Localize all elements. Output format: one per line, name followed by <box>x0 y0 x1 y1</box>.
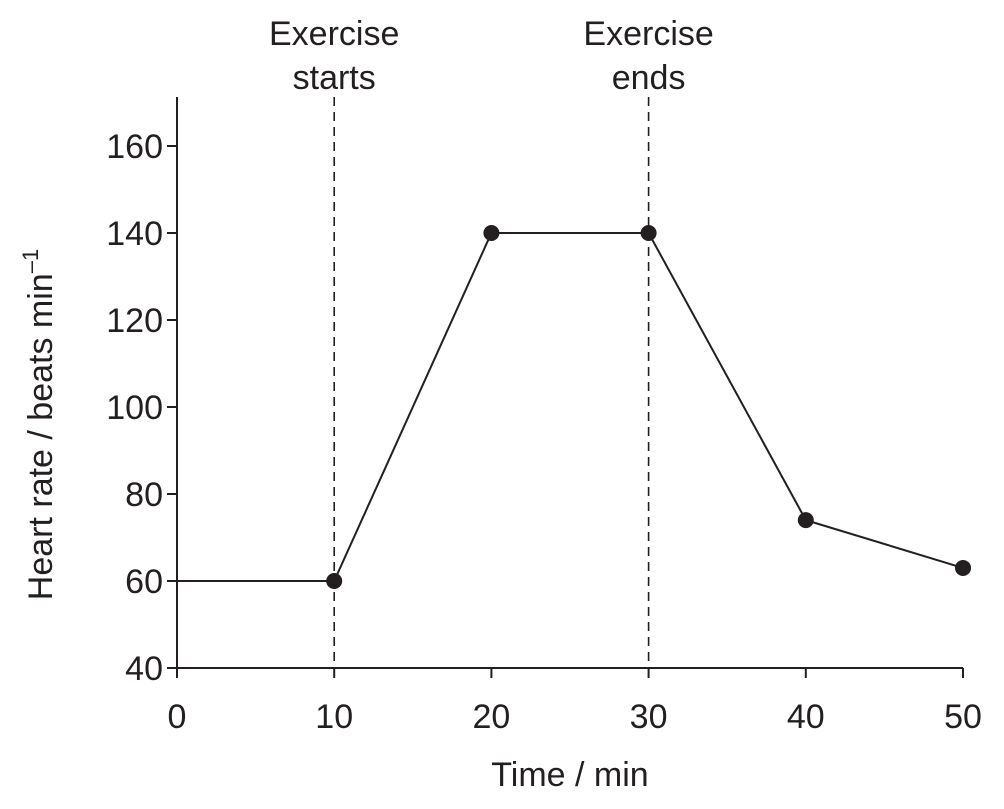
y-axis-title-text: Heart rate / beats min <box>22 273 60 600</box>
annotation-label-1-line1: Exercise <box>583 15 713 53</box>
x-tick-label-0: 0 <box>168 698 187 736</box>
annotation-label-0-line2: starts <box>293 59 376 97</box>
axes-layer: 40 60 80 100 120 140 160 0 10 20 30 40 50 <box>106 97 982 736</box>
data-point-10 <box>326 573 343 589</box>
y-tick-label-40: 40 <box>125 650 163 688</box>
annotation-label-1-line2: ends <box>612 59 686 97</box>
annotation-layer: Exercise starts Exercise ends <box>269 15 714 668</box>
y-axis-title: Heart rate / beats min–1 <box>18 249 60 600</box>
annotation-label-0-line1: Exercise <box>269 15 399 53</box>
series-layer <box>177 225 971 589</box>
x-axis-title: Time / min <box>491 756 648 794</box>
y-axis-title-superscript: –1 <box>18 249 43 273</box>
y-tick-label-140: 140 <box>106 215 163 253</box>
x-tick-label-20: 20 <box>472 698 510 736</box>
y-tick-label-80: 80 <box>125 476 163 514</box>
y-tick-label-120: 120 <box>106 302 163 340</box>
y-tick-label-100: 100 <box>106 389 163 427</box>
series-line-0 <box>177 232 964 582</box>
data-point-30 <box>640 225 657 241</box>
data-point-50 <box>955 559 971 576</box>
x-tick-label-30: 30 <box>630 698 668 736</box>
x-tick-label-50: 50 <box>944 698 982 736</box>
y-tick-label-160: 160 <box>106 128 163 166</box>
y-tick-label-60: 60 <box>125 563 163 601</box>
x-tick-label-10: 10 <box>315 698 353 736</box>
x-tick-label-40: 40 <box>787 698 825 736</box>
data-point-40 <box>797 512 814 529</box>
data-point-20 <box>483 225 500 241</box>
